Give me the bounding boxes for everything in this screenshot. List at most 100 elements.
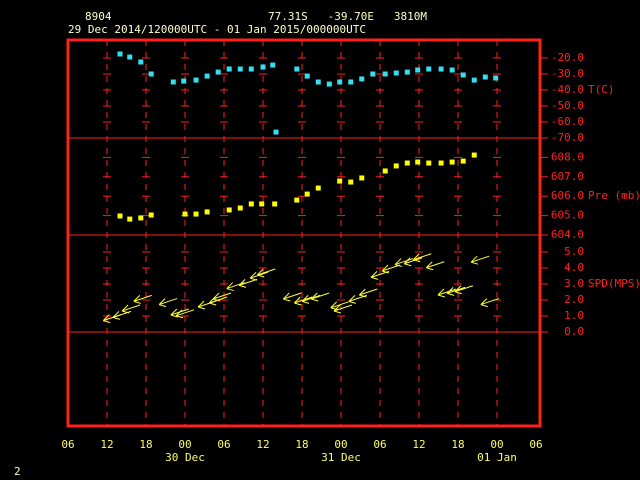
wind-arrow <box>158 298 178 308</box>
point <box>148 212 154 218</box>
x-tick-label: 12 <box>256 438 269 451</box>
wind-arrow <box>412 253 432 263</box>
point <box>449 159 455 165</box>
y-tick-label: -40.0 <box>551 83 584 96</box>
wind-arrow <box>394 258 414 268</box>
wind-arrow <box>121 304 141 314</box>
point <box>393 163 399 169</box>
point <box>337 178 343 184</box>
point <box>117 213 123 219</box>
y-tick-label: 607.0 <box>551 170 584 183</box>
point <box>138 59 144 65</box>
point <box>193 77 199 83</box>
x-tick-label: 00 <box>334 438 347 451</box>
point <box>294 66 300 72</box>
point <box>193 211 199 217</box>
x-tick-label: 18 <box>295 438 308 451</box>
y-tick-label: 5.0 <box>564 245 584 258</box>
x-tick-label: 00 <box>178 438 191 451</box>
wind-arrow <box>282 292 302 302</box>
point <box>315 79 321 85</box>
period: 29 Dec 2014/120000UTC - 01 Jan 2015/0000… <box>68 23 366 36</box>
wind-arrow <box>425 261 445 271</box>
y-tick-label: -60.0 <box>551 115 584 128</box>
point <box>359 175 365 181</box>
point <box>138 215 144 221</box>
x-tick-label: 06 <box>529 438 542 451</box>
x-tick-label: 18 <box>451 438 464 451</box>
point <box>315 185 321 191</box>
y-tick-label: 0.0 <box>564 325 584 338</box>
point <box>304 191 310 197</box>
wind-arrow <box>454 285 474 295</box>
wind-arrow <box>208 296 228 306</box>
x-tick-label: 06 <box>61 438 74 451</box>
wind-arrow <box>480 298 500 308</box>
point <box>304 73 310 79</box>
wind-arrow <box>226 282 245 292</box>
wind-arrow <box>238 278 258 288</box>
date-label: 01 Jan <box>477 451 517 464</box>
point <box>273 129 279 135</box>
point <box>337 79 343 85</box>
point <box>471 152 477 158</box>
wind-arrow <box>133 294 152 304</box>
point <box>148 71 154 77</box>
wind-arrow <box>333 304 353 314</box>
y-axis-label: T(C) <box>588 83 615 96</box>
point <box>260 64 266 70</box>
x-tick-label: 18 <box>139 438 152 451</box>
point <box>237 205 243 211</box>
point <box>272 201 278 207</box>
point <box>426 160 432 166</box>
plot-frame <box>66 38 542 428</box>
y-tick-label: 1.0 <box>564 309 584 322</box>
x-tick-label: 12 <box>100 438 113 451</box>
point <box>226 207 232 213</box>
point <box>438 66 444 72</box>
wind-arrow <box>310 292 330 302</box>
y-tick-label: -70.0 <box>551 131 584 144</box>
point <box>248 66 254 72</box>
point <box>117 51 123 57</box>
point <box>370 71 376 77</box>
point <box>415 159 421 165</box>
point <box>248 201 254 207</box>
date-label: 30 Dec <box>165 451 205 464</box>
point <box>393 70 399 76</box>
point <box>182 211 188 217</box>
point <box>449 67 455 73</box>
point <box>127 216 133 222</box>
y-axis-label: Pre (mb) <box>588 189 640 202</box>
point <box>471 77 477 83</box>
x-tick-label: 06 <box>217 438 230 451</box>
y-tick-label: 604.0 <box>551 228 584 241</box>
point <box>215 69 221 75</box>
y-tick-label: -20.0 <box>551 51 584 64</box>
wind-arrow <box>175 309 195 319</box>
point <box>438 160 444 166</box>
wind-arrow <box>437 288 457 298</box>
wind-arrow <box>470 255 490 265</box>
point <box>237 66 243 72</box>
point <box>359 76 365 82</box>
point <box>259 201 265 207</box>
wind-arrow <box>358 288 378 298</box>
y-tick-label: 605.0 <box>551 209 584 222</box>
point <box>170 79 176 85</box>
x-tick-label: 06 <box>373 438 386 451</box>
y-tick-label: -30.0 <box>551 67 584 80</box>
x-tick-label: 12 <box>412 438 425 451</box>
point <box>226 66 232 72</box>
point <box>181 78 187 84</box>
station-location: 77.31S -39.70E 3810M <box>268 10 427 23</box>
point <box>426 66 432 72</box>
point <box>294 197 300 203</box>
point <box>493 75 499 81</box>
point <box>460 158 466 164</box>
point <box>204 73 210 79</box>
y-tick-label: 2.0 <box>564 293 584 306</box>
point <box>127 54 133 60</box>
